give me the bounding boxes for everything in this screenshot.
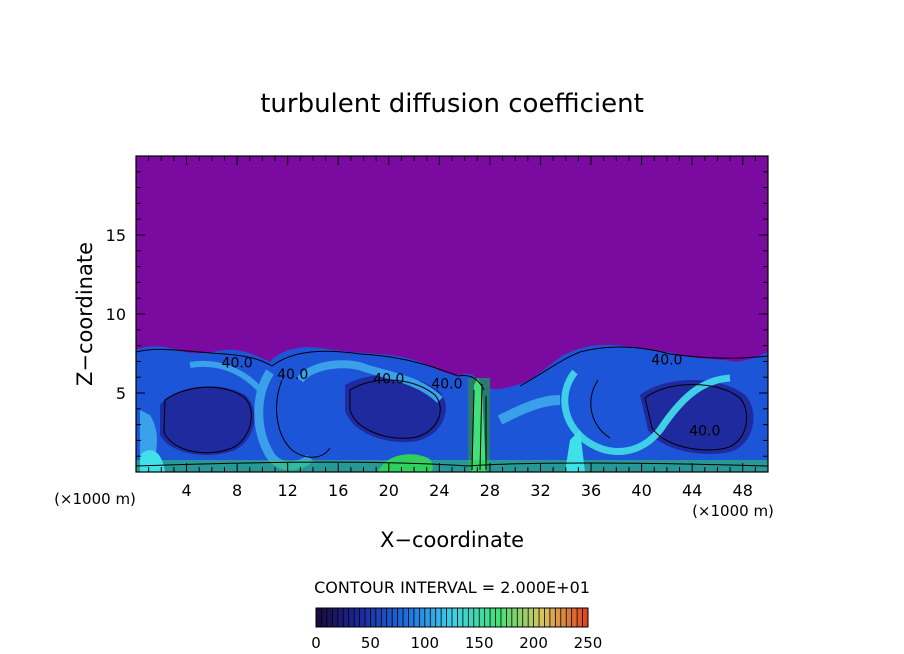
x-tick-label: 4	[181, 481, 191, 500]
contour-line	[136, 461, 768, 467]
contour-line	[163, 386, 252, 454]
colorbar-tick-label: 250	[574, 634, 603, 652]
vortex-3	[345, 375, 446, 443]
contour-line	[349, 379, 441, 439]
chart-title: turbulent diffusion coefficient	[260, 89, 644, 119]
contour-labels: 40.0 40.0 40.0 40.0 40.0 40.0	[222, 353, 721, 440]
y-tick-label: 15	[106, 226, 126, 245]
x-tick-label: 40	[631, 481, 651, 500]
contour-line	[644, 384, 748, 451]
swirl-3	[561, 369, 731, 455]
swirl-4	[497, 395, 561, 425]
vortex-4	[640, 380, 754, 454]
contour-line	[590, 379, 611, 439]
swirl-5	[189, 360, 265, 394]
column-core	[472, 378, 486, 472]
x-unit-right: (×1000 m)	[692, 502, 774, 520]
contour-line	[136, 348, 485, 391]
colorbar-tick-label: 50	[361, 634, 380, 652]
contour-label: 40.0	[651, 353, 682, 369]
contour-line	[471, 383, 487, 471]
x-tick-label: 24	[429, 481, 449, 500]
vortex-1	[160, 386, 255, 455]
contour-label: 40.0	[431, 376, 462, 392]
x-tick-label: 32	[530, 481, 550, 500]
contour-lines	[136, 346, 768, 471]
colorbar-tick-label: 200	[519, 634, 548, 652]
turbulent-layer	[136, 344, 768, 472]
x-tick-label: 44	[682, 481, 702, 500]
surface-blob-2	[140, 450, 165, 472]
colorbar-tick-label: 150	[465, 634, 494, 652]
contour-line	[519, 346, 768, 387]
turbulent-region	[136, 344, 768, 472]
y-tick-label: 5	[116, 384, 126, 403]
x-axis-label: X−coordinate	[380, 528, 524, 552]
x-tick-label: 20	[379, 481, 399, 500]
colorbar-stripes	[321, 608, 583, 627]
contour-label: 40.0	[373, 372, 404, 388]
contour-line	[276, 379, 331, 458]
y-axis-label: Z−coordinate	[73, 242, 97, 386]
colorbar-tick-label: 100	[410, 634, 439, 652]
y-axis: 5 10 15	[106, 171, 768, 457]
heatmap-field: 40.0 40.0 40.0 40.0 40.0 40.0	[136, 156, 768, 472]
x-tick-label: 16	[328, 481, 348, 500]
x-tick-label: 12	[278, 481, 298, 500]
colorbar-tick-label: 0	[311, 634, 321, 652]
y-tick-label: 10	[106, 305, 126, 324]
contour-label: 40.0	[689, 424, 720, 440]
surface-blob-3	[565, 430, 585, 472]
colorbar: 0 50 100 150 200 250	[311, 607, 602, 652]
x-tick-label: 8	[232, 481, 242, 500]
contour-label: 40.0	[222, 356, 253, 372]
colorbar-ticks: 0 50 100 150 200 250	[311, 634, 602, 652]
x-tick-label: 48	[733, 481, 753, 500]
contour-interval: CONTOUR INTERVAL = 2.000E+01	[314, 578, 590, 597]
x-unit-left: (×1000 m)	[54, 490, 136, 508]
contour-label: 40.0	[277, 367, 308, 383]
x-tick-label: 36	[581, 481, 601, 500]
x-tick-label: 28	[480, 481, 500, 500]
x-axis: 4 8 12 16 20 24 28 32 36 40 44 48	[148, 156, 756, 500]
